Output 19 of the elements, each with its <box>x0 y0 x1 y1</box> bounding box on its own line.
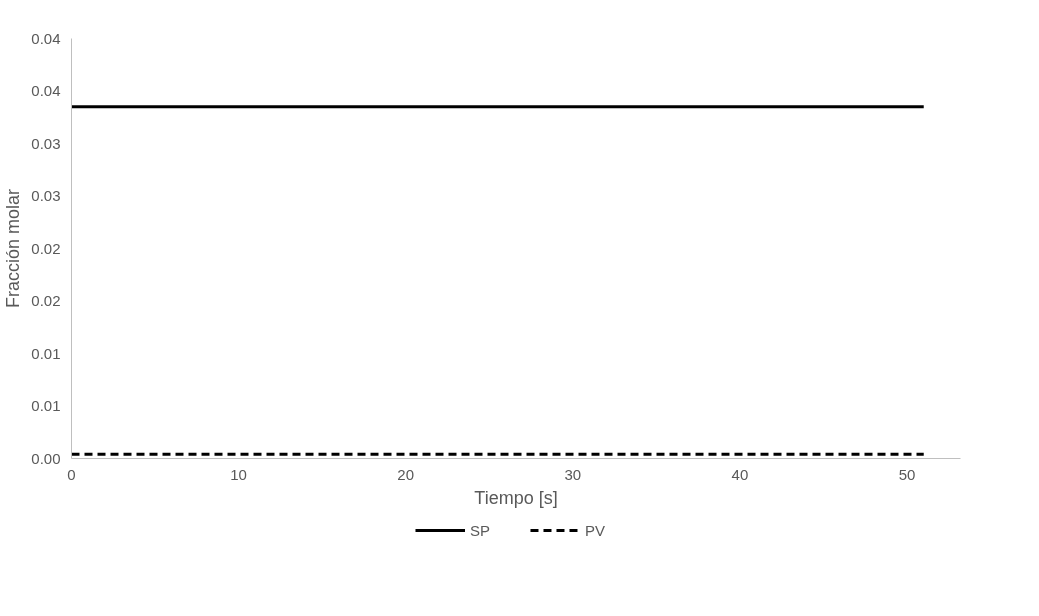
y-axis-title: Fracción molar <box>3 188 24 309</box>
y-tick-label: 0.03 <box>31 134 61 152</box>
legend-label: SP <box>469 521 490 539</box>
y-tick-label: 0.03 <box>31 187 61 204</box>
x-tick-label: 10 <box>230 465 247 483</box>
legend-label: PV <box>585 521 606 539</box>
x-axis-title: Tiempo [s] <box>474 487 558 508</box>
x-tick-label: 30 <box>564 465 582 483</box>
y-tick-label: 0.01 <box>31 397 61 414</box>
y-tick-label: 0.04 <box>31 82 61 99</box>
y-tick-label: 0.00 <box>31 449 61 467</box>
x-tick-label: 0 <box>67 465 76 483</box>
y-tick-label: 0.02 <box>31 239 61 257</box>
x-tick-label: 20 <box>397 465 415 483</box>
y-tick-label: 0.01 <box>31 344 61 362</box>
x-tick-label: 40 <box>731 465 749 483</box>
x-tick-label: 50 <box>898 465 916 483</box>
y-tick-label: 0.02 <box>31 292 61 309</box>
y-tick-label: 0.04 <box>31 29 61 47</box>
